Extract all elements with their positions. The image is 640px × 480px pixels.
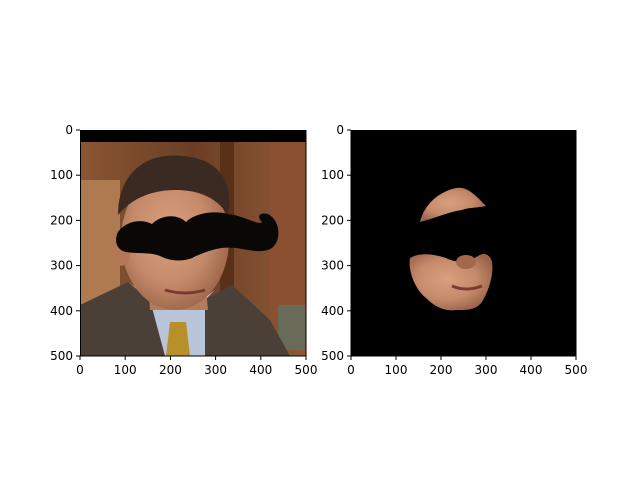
left-y-tick-label: 200	[50, 213, 73, 227]
left-y-tick-label: 0	[65, 123, 73, 137]
nose	[456, 255, 476, 269]
right-x-tick-label: 400	[520, 363, 543, 377]
left-x-tick-label: 200	[159, 363, 182, 377]
left-y-tick-label: 100	[50, 168, 73, 182]
right-x-tick-label: 100	[385, 363, 408, 377]
left-x-tick-label: 500	[295, 363, 318, 377]
right-y-tick-label: 200	[321, 213, 344, 227]
right-y-tick-label: 100	[321, 168, 344, 182]
left-y-tick-label: 300	[50, 259, 73, 273]
left-y-axis: 0 100 200 300 400 500	[50, 123, 80, 363]
right-segmentation	[351, 130, 576, 356]
right-x-tick-label: 0	[347, 363, 355, 377]
right-y-axis: 0 100 200 300 400 500	[321, 123, 351, 363]
black-background	[351, 130, 576, 356]
left-x-tick-label: 400	[249, 363, 272, 377]
right-y-tick-label: 500	[321, 349, 344, 363]
left-image-panel: 0 100 200 300 400 500 0 100 200 300 400 500	[50, 123, 317, 377]
left-x-tick-label: 300	[204, 363, 227, 377]
right-image-panel: 0 100 200 300 400 500 0 100 200 300 400 500	[321, 123, 587, 377]
right-x-tick-label: 500	[565, 363, 588, 377]
right-y-tick-label: 300	[321, 259, 344, 273]
left-x-axis: 0 100 200 300 400 500	[76, 356, 317, 377]
left-y-tick-label: 400	[50, 304, 73, 318]
right-x-tick-label: 300	[475, 363, 498, 377]
right-y-tick-label: 400	[321, 304, 344, 318]
left-photo	[80, 130, 306, 356]
right-x-tick-label: 200	[430, 363, 453, 377]
top-black-bar	[80, 130, 306, 142]
left-x-tick-label: 0	[76, 363, 84, 377]
right-x-axis: 0 100 200 300 400 500	[347, 356, 587, 377]
right-y-tick-label: 0	[336, 123, 344, 137]
tie	[166, 322, 190, 356]
left-x-tick-label: 100	[114, 363, 137, 377]
left-y-tick-label: 500	[50, 349, 73, 363]
